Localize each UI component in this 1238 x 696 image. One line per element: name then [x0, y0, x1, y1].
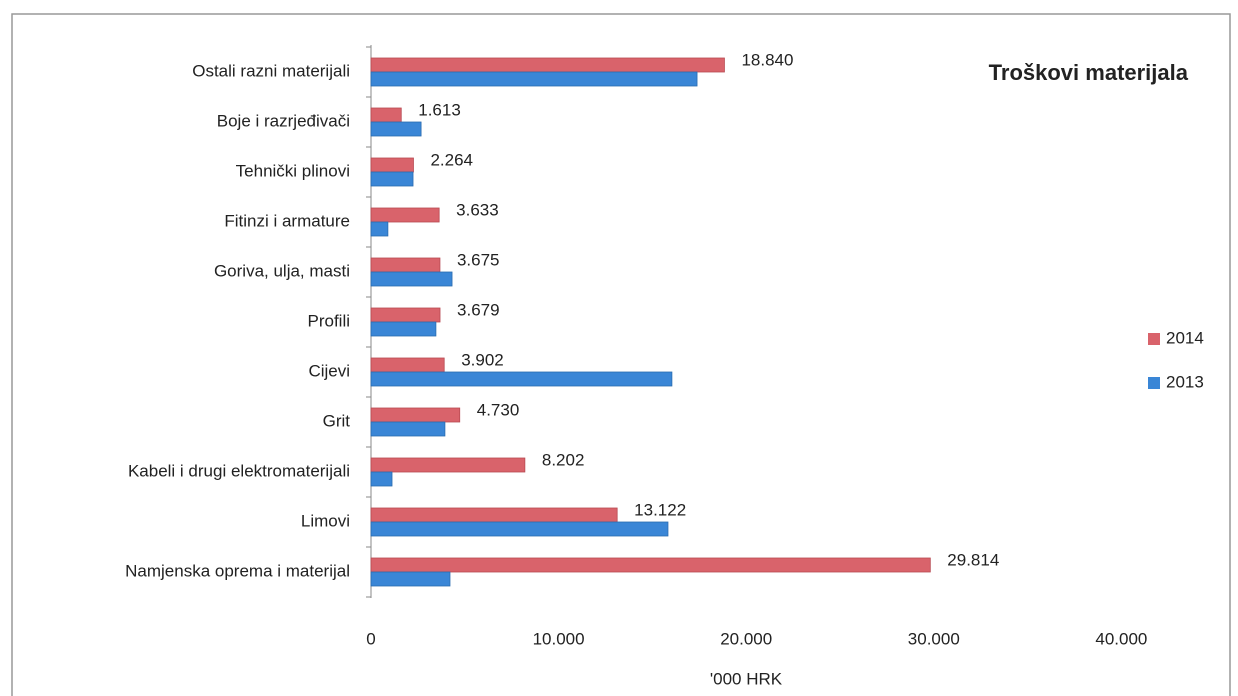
bar [370, 321, 437, 337]
bar [370, 307, 441, 323]
x-axis-label: '000 HRK [710, 669, 783, 688]
bar [370, 171, 414, 187]
bar [370, 257, 441, 273]
data-label: 4.730 [477, 400, 520, 419]
legend-label: 2013 [1166, 372, 1204, 391]
legend-label: 2014 [1166, 328, 1204, 347]
y-tick-label: Goriva, ulja, masti [214, 261, 350, 280]
y-tick-label: Boje i razrjeđivači [217, 111, 350, 130]
data-label: 3.633 [456, 200, 499, 219]
bar [370, 221, 389, 237]
bar [370, 557, 931, 573]
bar [370, 357, 445, 373]
bar [370, 271, 453, 287]
legend-swatch [1148, 333, 1160, 345]
x-tick-label: 20.000 [720, 629, 772, 648]
data-label: 2.264 [430, 150, 473, 169]
bar [370, 371, 673, 387]
y-tick-label: Tehnički plinovi [236, 161, 350, 180]
bar [370, 471, 393, 487]
bar [370, 571, 451, 587]
y-tick-label: Grit [323, 411, 351, 430]
x-tick-label: 30.000 [908, 629, 960, 648]
legend-swatch [1148, 377, 1160, 389]
bar [370, 407, 461, 423]
y-tick-label: Namjenska oprema i materijal [125, 561, 350, 580]
data-label: 3.675 [457, 250, 500, 269]
bar [370, 107, 402, 123]
data-label: 3.902 [461, 350, 504, 369]
chart-title: Troškovi materijala [989, 60, 1189, 85]
bar [370, 157, 414, 173]
x-tick-label: 40.000 [1095, 629, 1147, 648]
data-label: 29.814 [947, 550, 999, 569]
x-tick-label: 10.000 [533, 629, 585, 648]
y-tick-label: Ostali razni materijali [192, 61, 350, 80]
y-tick-label: Limovi [301, 511, 350, 530]
y-tick-label: Kabeli i drugi elektromaterijali [128, 461, 350, 480]
chart-border [11, 13, 1231, 696]
x-tick-label: 0 [366, 629, 375, 648]
y-tick-label: Fitinzi i armature [224, 211, 350, 230]
data-label: 8.202 [542, 450, 585, 469]
bar [370, 507, 618, 523]
bar [370, 121, 422, 137]
y-tick-label: Cijevi [308, 361, 350, 380]
data-label: 13.122 [634, 500, 686, 519]
bar [370, 57, 725, 73]
bar [370, 421, 446, 437]
data-label: 3.679 [457, 300, 500, 319]
data-label: 1.613 [418, 100, 461, 119]
bar [370, 521, 669, 537]
bar [370, 457, 526, 473]
data-label: 18.840 [741, 50, 793, 69]
y-tick-label: Profili [307, 311, 350, 330]
bar [370, 71, 698, 87]
bar [370, 207, 440, 223]
